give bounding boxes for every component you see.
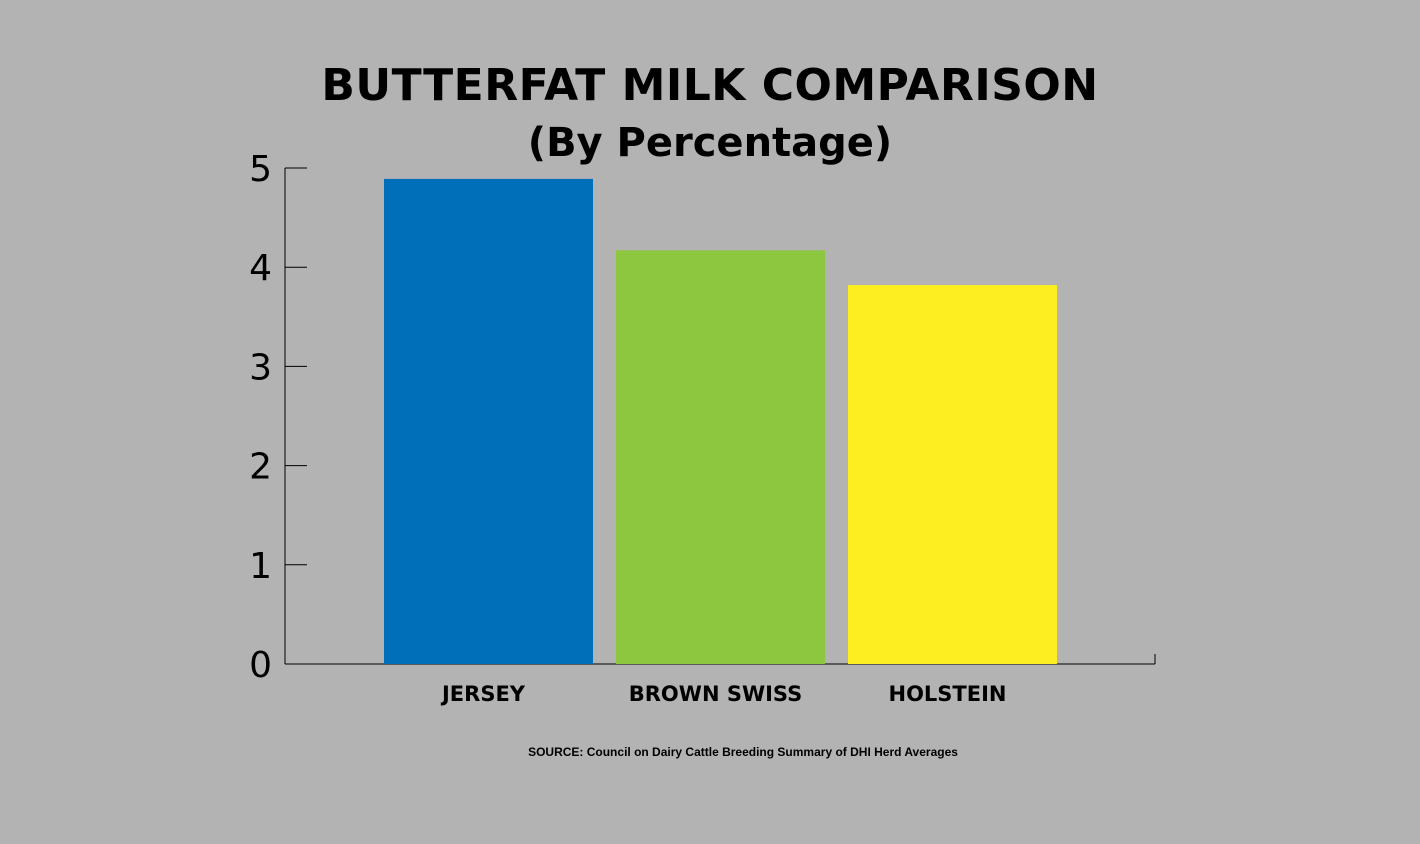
y-tick-label: 2: [249, 447, 272, 488]
y-tick-label: 5: [249, 149, 272, 190]
y-tick-label: 4: [249, 248, 272, 289]
y-tick-label: 3: [249, 347, 272, 388]
source-note: SOURCE: Council on Dairy Cattle Breeding…: [528, 745, 958, 759]
y-tick-label: 1: [249, 546, 272, 587]
bar-jersey: [384, 178, 593, 665]
x-tick-label: JERSEY: [440, 682, 526, 706]
chart-title: BUTTERFAT MILK COMPARISON: [321, 60, 1099, 111]
chart-subtitle: (By Percentage): [527, 120, 893, 166]
bar-holstein: [848, 285, 1057, 664]
x-tick-label: BROWN SWISS: [629, 682, 803, 706]
x-tick-label: HOLSTEIN: [889, 682, 1007, 706]
y-tick-label: 0: [249, 645, 272, 686]
bar-brown-swiss: [616, 250, 825, 664]
